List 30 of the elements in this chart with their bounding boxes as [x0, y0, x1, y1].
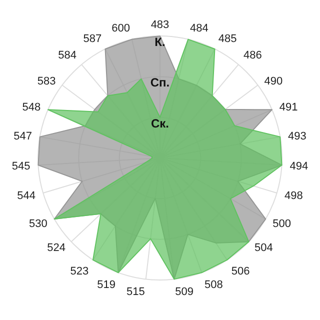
spoke-label: 530	[29, 218, 48, 230]
spoke-label: 493	[288, 130, 306, 142]
y-tick-label: К.	[154, 35, 166, 49]
spoke-label: 547	[14, 130, 32, 142]
spoke-label: 524	[47, 242, 66, 254]
spoke-label: 544	[17, 190, 36, 202]
spoke-label: 509	[175, 286, 194, 298]
spoke-label: 498	[284, 190, 303, 202]
y-tick-label: Ск.	[150, 116, 170, 130]
spoke-label: 491	[279, 101, 298, 114]
spoke-label: 506	[231, 265, 250, 278]
spoke-label: 600	[112, 22, 130, 35]
spoke-label: 494	[290, 160, 308, 172]
spoke-label: 508	[204, 278, 223, 291]
spoke-label: 587	[83, 32, 102, 45]
spoke-label: 523	[70, 265, 89, 278]
spoke-label: 584	[58, 49, 76, 62]
spoke-label: 583	[37, 75, 56, 88]
spoke-label: 486	[244, 49, 262, 62]
spoke-label: 515	[126, 286, 145, 298]
spoke-label: 545	[12, 160, 30, 172]
y-tick-label: Сп.	[150, 76, 170, 90]
spoke-label: 483	[150, 19, 170, 31]
spoke-label: 548	[22, 101, 41, 114]
spoke-label: 485	[218, 32, 237, 45]
spoke-label: 504	[254, 242, 273, 254]
spoke-label: 500	[272, 218, 291, 230]
spoke-label: 490	[264, 75, 283, 88]
spoke-label: 519	[97, 278, 116, 291]
spoke-label: 484	[190, 22, 208, 35]
